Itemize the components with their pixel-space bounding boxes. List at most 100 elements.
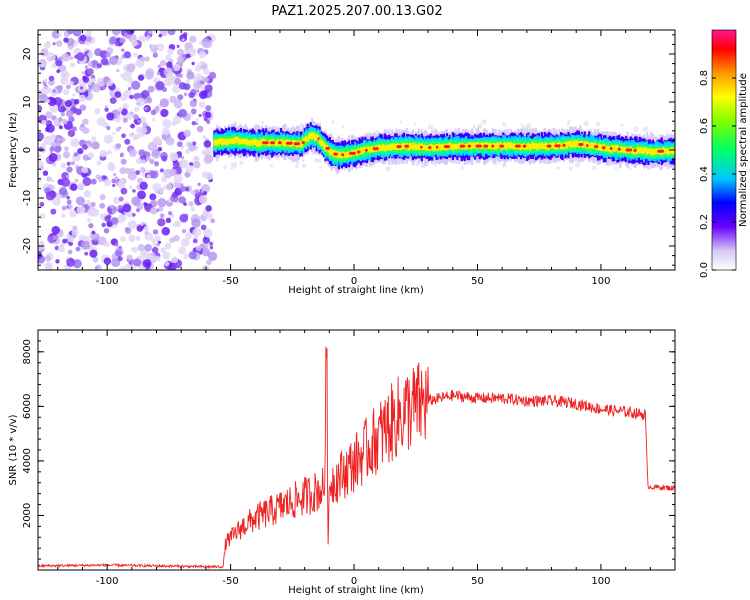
noise-speckle [154, 255, 161, 262]
noise-speckle [106, 112, 115, 121]
colorbar-ticks: 0.0 0.2 0.4 0.6 0.8 [699, 70, 736, 278]
noise-speckle [75, 196, 85, 206]
noise-speckle [44, 262, 53, 270]
noise-speckle [84, 251, 89, 256]
noise-speckle [40, 142, 47, 149]
ridge-yellow [472, 142, 475, 149]
noise-speckle [186, 71, 195, 80]
noise-speckle [137, 74, 145, 81]
noise-speckle [60, 162, 67, 169]
noise-speckle [169, 237, 175, 243]
noise-speckle [56, 40, 63, 47]
ridge-yellow [632, 148, 635, 155]
ridge-yellow [457, 142, 460, 149]
noise-speckle [178, 196, 186, 204]
noise-speckle [56, 137, 61, 142]
ridge-yellow [671, 147, 674, 154]
noise-speckle [165, 183, 173, 191]
noise-speckle [108, 36, 117, 45]
noise-speckle [183, 92, 188, 96]
snr-series-line [38, 346, 675, 570]
noise-speckle [39, 165, 44, 171]
noise-speckle [165, 54, 172, 61]
ridge-yellow [573, 142, 576, 148]
ridge-core [443, 145, 450, 149]
snr-xtick-label: 50 [471, 576, 484, 587]
ridge-yellow [431, 144, 434, 150]
ridge-yellow [300, 141, 303, 148]
noise-speckle [128, 234, 136, 242]
noise-speckle [132, 189, 136, 193]
noise-speckle [172, 223, 177, 227]
noise-speckle [172, 85, 181, 94]
noise-speckle [185, 53, 191, 59]
noise-speckle [157, 146, 163, 152]
snr-ytick-label: 8000 [22, 339, 33, 364]
noise-speckle [191, 61, 195, 66]
ridge-yellow [220, 138, 223, 145]
ridge-yellow [503, 142, 506, 149]
noise-speckle [157, 240, 162, 244]
ridge-core [499, 144, 505, 148]
noise-speckle [202, 135, 207, 139]
ridge-yellow [256, 140, 259, 147]
noise-speckle [115, 143, 122, 149]
noise-speckle [50, 133, 57, 141]
noise-speckle [180, 145, 185, 150]
noise-speckle [147, 85, 155, 93]
noise-speckle [103, 257, 112, 265]
ridge-yellow [509, 142, 512, 149]
noise-speckle [87, 152, 95, 159]
ridge-yellow [368, 147, 372, 154]
ridge-core [578, 143, 584, 147]
noise-speckle [76, 52, 85, 61]
noise-speckle [142, 258, 152, 268]
ridge-core [277, 141, 282, 145]
ridge-yellow [611, 144, 614, 151]
spectrogram-ytick-label: 10 [22, 96, 33, 109]
noise-speckle [101, 175, 107, 180]
noise-speckle [112, 183, 116, 188]
noise-speckle [102, 86, 106, 90]
noise-speckle [178, 108, 188, 118]
noise-speckle [195, 118, 199, 122]
noise-speckle [49, 146, 55, 152]
ridge-core [546, 144, 552, 148]
ridge-yellow [426, 144, 429, 151]
ridge-yellow [648, 148, 652, 154]
noise-speckle [39, 201, 45, 207]
noise-speckle [99, 194, 106, 201]
noise-speckle [127, 86, 132, 91]
ridge-yellow [408, 142, 412, 150]
ridge-yellow [250, 139, 253, 145]
noise-speckle [165, 72, 175, 82]
noise-speckle [177, 94, 184, 101]
noise-speckle [204, 117, 208, 122]
ridge-yellow [214, 139, 217, 146]
noise-speckle [152, 136, 162, 146]
ridge-yellow [521, 143, 524, 149]
ridge-yellow [585, 141, 588, 149]
noise-speckle [190, 108, 197, 115]
noise-speckle [74, 178, 79, 183]
ridge-core [325, 146, 330, 150]
ridge-yellow [379, 145, 382, 151]
noise-speckle [158, 33, 163, 38]
noise-speckle [46, 87, 51, 92]
ridge-yellow [631, 148, 634, 154]
noise-speckle [129, 94, 134, 100]
noise-speckle [132, 52, 138, 58]
noise-speckle [152, 182, 162, 192]
noise-speckle [166, 48, 174, 55]
noise-speckle [149, 158, 155, 165]
ridge-yellow [237, 136, 240, 144]
faint-speckle [583, 120, 590, 127]
noise-speckle [75, 108, 82, 116]
ridge-yellow [607, 145, 610, 152]
noise-speckle [176, 141, 183, 148]
ridge-core [356, 150, 361, 154]
colorbar-tick-label: 0.8 [699, 70, 710, 86]
noise-speckle [72, 93, 76, 97]
noise-speckle [72, 225, 78, 231]
noise-speckle [204, 145, 214, 156]
